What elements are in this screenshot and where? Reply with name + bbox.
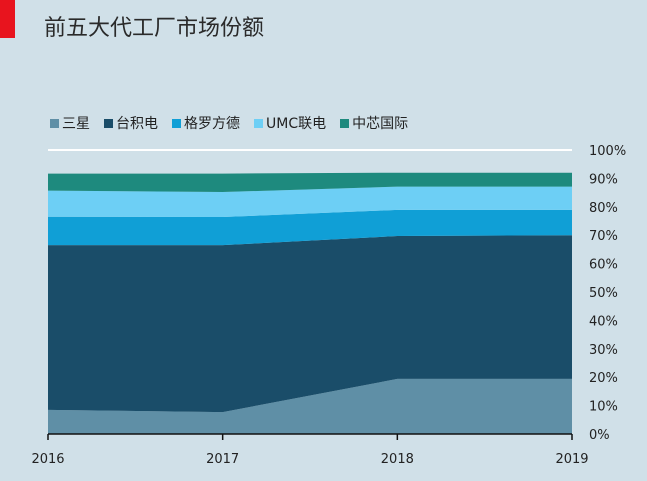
legend-label: UMC联电 bbox=[266, 116, 327, 132]
area-UMC联电 bbox=[48, 186, 572, 218]
y-tick-label: 0% bbox=[589, 428, 610, 443]
x-tick-label: 2018 bbox=[381, 452, 414, 467]
area-台积电 bbox=[48, 235, 572, 413]
legend-swatch bbox=[50, 118, 59, 128]
legend-item: 中芯国际 bbox=[340, 113, 408, 133]
red-accent-bar bbox=[0, 0, 15, 38]
x-tick-label: 2017 bbox=[206, 452, 239, 467]
legend-item: 台积电 bbox=[104, 113, 158, 133]
area-三星 bbox=[48, 378, 572, 434]
y-tick-label: 10% bbox=[589, 400, 618, 415]
y-tick-label: 20% bbox=[589, 371, 618, 386]
chart-title: 前五大代工厂市场份额 bbox=[44, 16, 265, 41]
legend-item: 三星 bbox=[50, 113, 90, 133]
y-tick-label: 40% bbox=[589, 314, 618, 329]
y-tick-label: 90% bbox=[589, 172, 618, 187]
area-中芯国际 bbox=[48, 172, 572, 193]
x-tick-label: 2016 bbox=[31, 452, 64, 467]
legend-item: UMC联电 bbox=[254, 113, 326, 133]
y-tick-label: 100% bbox=[589, 144, 626, 159]
area-格罗方德 bbox=[48, 209, 572, 246]
legend-swatch bbox=[172, 118, 181, 128]
legend-label: 中芯国际 bbox=[352, 116, 409, 132]
legend-item: 格罗方德 bbox=[172, 113, 240, 133]
legend: 三星 台积电 格罗方德 UMC联电 中芯国际 bbox=[50, 113, 408, 133]
legend-swatch bbox=[104, 118, 113, 128]
x-tick-label: 2019 bbox=[555, 452, 588, 467]
legend-swatch bbox=[340, 118, 350, 128]
y-tick-label: 70% bbox=[589, 229, 618, 244]
y-tick-label: 30% bbox=[589, 343, 618, 358]
y-tick-label: 60% bbox=[589, 258, 618, 273]
legend-label: 三星 bbox=[62, 116, 90, 132]
y-tick-label: 80% bbox=[589, 201, 618, 216]
y-tick-label: 50% bbox=[589, 286, 618, 301]
legend-label: 格罗方德 bbox=[184, 116, 240, 132]
legend-swatch bbox=[254, 118, 263, 128]
legend-label: 台积电 bbox=[116, 116, 158, 132]
